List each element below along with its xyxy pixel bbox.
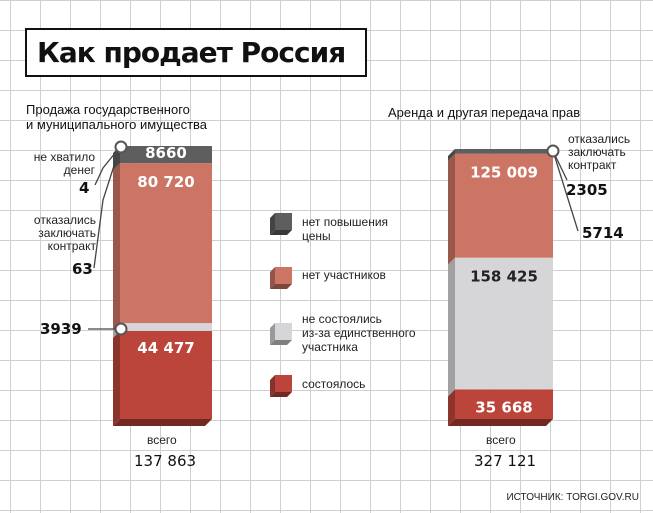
bar-segment-1 [120,323,212,331]
callout-dot-right-top [546,144,560,158]
legend-swatch-side-0 [270,213,275,235]
leader-line-right-refused [552,150,568,181]
title-box [25,28,367,77]
bar-bottom-face [113,419,212,426]
bar-segment-side-1 [113,323,120,338]
bar-value-label-125-009: 125 009 [470,164,538,182]
legend-swatch-2 [275,323,292,340]
legend-label-single-participant: не состоялись из-за единственного участн… [302,312,416,354]
legend-label-no-participants: нет участников [302,268,386,282]
bar-segment-side-0 [448,389,455,426]
left-callout-value-money: 4 [79,179,90,197]
bar-segment-side-3 [448,149,455,161]
bar-segment-side-1 [448,257,455,397]
left-total-label: всего [147,433,177,447]
bar-segment-3 [455,149,553,154]
legend-label-no-price-increase: нет повышения цены [302,215,389,243]
right-callout-value-refused: 2305 [566,181,608,199]
bar-value-label-80-720: 80 720 [137,173,194,191]
left-callout-label-money: не хватило денег [33,150,95,177]
leader-line-left-money [94,146,121,186]
right-total-value: 327 121 [474,452,537,470]
right-chart-title: Аренда и другая передача прав [388,105,581,120]
bar-segment-1 [455,257,553,390]
right-stacked-bar: 35 668 158 425 125 009 [448,149,553,426]
source-note: ИСТОЧНИК: TORGI.GOV.RU [506,492,639,503]
left-callout-value-single: 3939 [40,320,82,338]
chart-title: Как продает Россия [37,36,346,69]
bar-bottom-face [448,419,553,426]
left-callout-value-refused: 63 [72,260,93,278]
callout-dot-left-single [114,322,128,336]
bar-value-label-158-425: 158 425 [470,268,538,286]
legend-label-held: состоялось [302,377,366,391]
bar-segment-0 [455,389,553,419]
legend-swatch-bottom-2 [270,340,292,345]
bar-segment-side-2 [448,153,455,265]
bar-segment-0 [120,330,212,419]
bar-segment-2 [120,163,212,324]
right-total-label: всего [486,433,516,447]
leader-line-left-refused [93,146,121,269]
legend-swatch-bottom-3 [270,392,292,397]
left-stacked-bar: 44 477 80 720 8660 [113,144,212,426]
left-callout-label-refused: отказались заключать контракт [33,213,96,253]
legend-swatch-side-3 [270,375,275,397]
legend-swatch-side-2 [270,323,275,345]
bar-value-label-44-477: 44 477 [137,339,194,357]
legend-swatch-bottom-0 [270,230,292,235]
bar-segment-2 [455,153,553,258]
bar-segment-side-0 [113,330,120,426]
legend-swatch-bottom-1 [270,284,292,289]
right-callout-label-refused: отказались заключать контракт [568,132,631,172]
legend-swatch-0 [275,213,292,230]
bar-value-label-35-668: 35 668 [475,398,532,416]
legend-swatch-side-1 [270,267,275,289]
callout-dot-left-top [114,140,128,154]
bar-segment-side-3 [113,146,120,171]
left-chart-title: Продажа государственного и муниципальног… [26,102,208,132]
bar-value-label-8660: 8660 [145,144,187,162]
right-callout-value-no-raise: 5714 [582,224,624,242]
legend-swatch-1 [275,267,292,284]
legend-swatch-3 [275,375,292,392]
left-total-value: 137 863 [134,452,197,470]
legend-swatches [270,213,292,397]
bar-segment-side-2 [113,163,120,331]
bar-segment-3 [120,146,212,164]
